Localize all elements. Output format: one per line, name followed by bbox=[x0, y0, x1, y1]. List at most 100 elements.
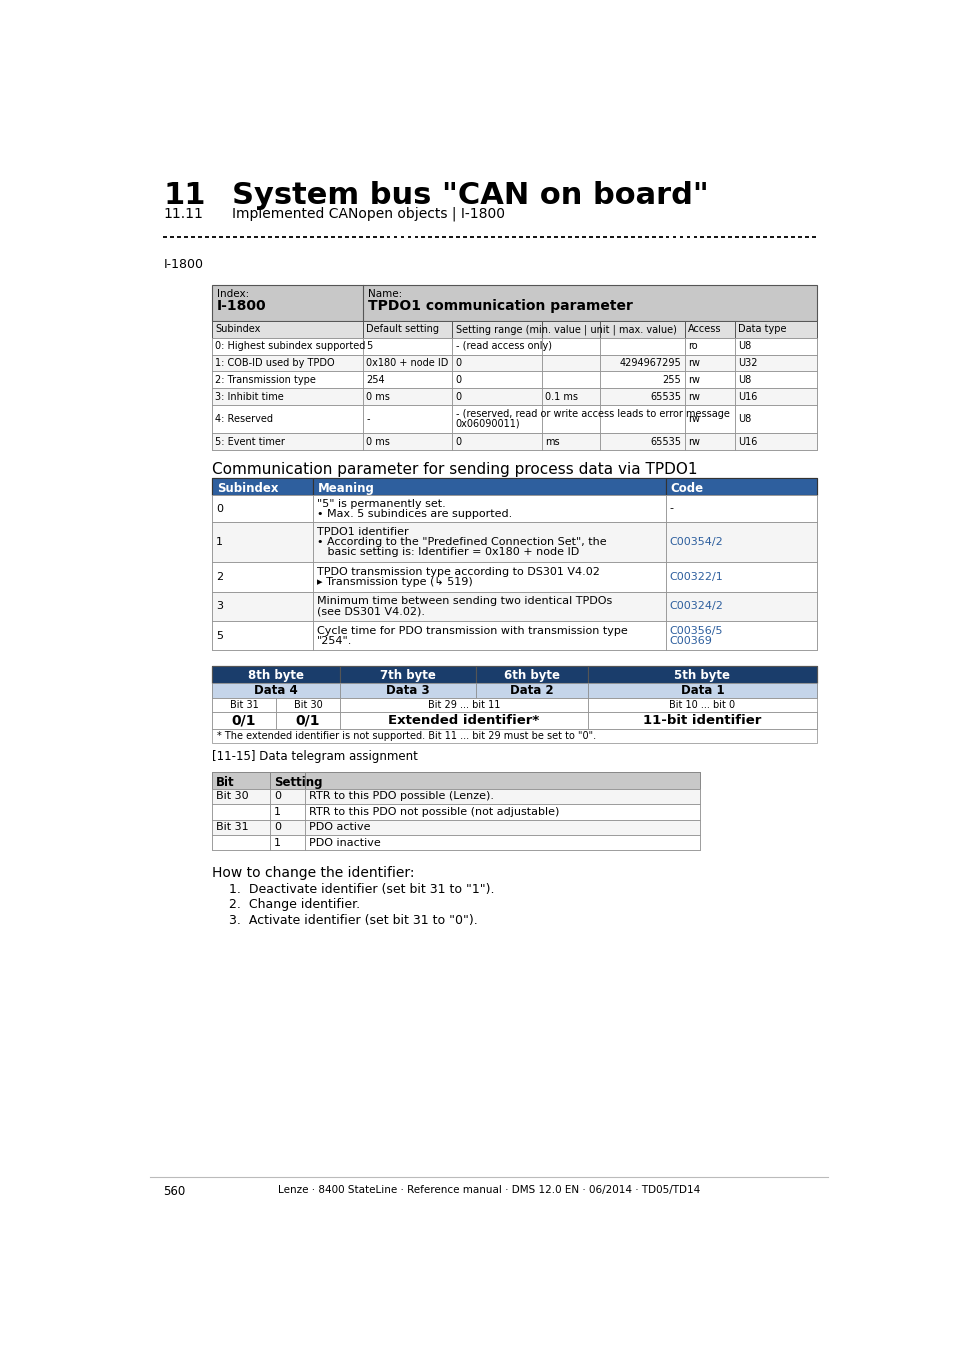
Text: 0: 0 bbox=[274, 791, 281, 802]
Bar bbox=[452, 371, 541, 389]
Text: U8: U8 bbox=[738, 375, 751, 385]
Text: 3.  Activate identifier (set bit 31 to "0").: 3. Activate identifier (set bit 31 to "0… bbox=[229, 914, 477, 926]
Bar bbox=[212, 389, 363, 405]
Bar bbox=[735, 371, 816, 389]
Text: 560: 560 bbox=[163, 1184, 186, 1197]
Bar bbox=[212, 320, 816, 338]
Text: Subindex: Subindex bbox=[215, 324, 260, 335]
Bar bbox=[212, 698, 275, 711]
Bar bbox=[684, 371, 735, 389]
Bar bbox=[212, 371, 816, 389]
Bar bbox=[599, 371, 684, 389]
Bar bbox=[212, 772, 270, 788]
Bar bbox=[684, 320, 735, 338]
Text: 0: 0 bbox=[456, 436, 461, 447]
Bar bbox=[212, 805, 700, 819]
Text: 0: 0 bbox=[456, 375, 461, 385]
Text: RTR to this PDO not possible (not adjustable): RTR to this PDO not possible (not adjust… bbox=[309, 807, 558, 817]
Bar bbox=[452, 320, 541, 338]
Bar bbox=[212, 494, 816, 522]
Text: Setting: Setting bbox=[274, 776, 322, 788]
Text: 11: 11 bbox=[163, 181, 206, 211]
Bar bbox=[363, 355, 452, 371]
Text: 1: 1 bbox=[274, 807, 281, 817]
Text: C00354/2: C00354/2 bbox=[669, 537, 722, 547]
Text: Data 1: Data 1 bbox=[679, 683, 723, 697]
Text: Lenze · 8400 StateLine · Reference manual · DMS 12.0 EN · 06/2014 · TD05/TD14: Lenze · 8400 StateLine · Reference manua… bbox=[277, 1184, 700, 1195]
Text: Index:: Index: bbox=[216, 289, 249, 300]
Text: Code: Code bbox=[670, 482, 702, 494]
Bar bbox=[212, 320, 363, 338]
Text: 0: 0 bbox=[456, 358, 461, 369]
Bar bbox=[313, 478, 665, 494]
Bar bbox=[599, 338, 684, 355]
Bar bbox=[684, 405, 735, 433]
Bar bbox=[212, 772, 700, 788]
Bar bbox=[212, 355, 816, 371]
Bar bbox=[212, 371, 363, 389]
Text: 4294967295: 4294967295 bbox=[618, 358, 680, 369]
Text: Data 4: Data 4 bbox=[254, 683, 297, 697]
Text: 2.  Change identifier.: 2. Change identifier. bbox=[229, 898, 360, 911]
Bar bbox=[363, 405, 452, 433]
Text: Bit 31: Bit 31 bbox=[230, 699, 258, 710]
Text: - (reserved, read or write access leads to error message: - (reserved, read or write access leads … bbox=[456, 409, 729, 418]
Text: basic setting is: Identifier = 0x180 + node ID: basic setting is: Identifier = 0x180 + n… bbox=[316, 547, 578, 558]
Text: 255: 255 bbox=[661, 375, 680, 385]
Text: C00369: C00369 bbox=[669, 636, 712, 645]
Bar bbox=[212, 563, 816, 591]
Text: rw: rw bbox=[687, 436, 700, 447]
Bar bbox=[684, 338, 735, 355]
Bar bbox=[363, 433, 452, 450]
Bar bbox=[340, 711, 587, 729]
Bar bbox=[599, 433, 684, 450]
Text: 0: 0 bbox=[216, 504, 223, 513]
Bar bbox=[541, 405, 599, 433]
Bar bbox=[212, 433, 363, 450]
Bar bbox=[313, 494, 665, 522]
Bar bbox=[587, 698, 816, 711]
Text: System bus "CAN on board": System bus "CAN on board" bbox=[232, 181, 708, 211]
Bar bbox=[363, 338, 452, 355]
Text: 1: COB-ID used by TPDO: 1: COB-ID used by TPDO bbox=[215, 358, 335, 369]
Text: rw: rw bbox=[687, 358, 700, 369]
Text: 0 ms: 0 ms bbox=[366, 436, 390, 447]
Bar bbox=[313, 621, 665, 651]
Text: 6th byte: 6th byte bbox=[503, 670, 559, 683]
Bar bbox=[212, 478, 816, 494]
Bar bbox=[212, 729, 816, 742]
Text: Data type: Data type bbox=[738, 324, 786, 335]
Text: 0/1: 0/1 bbox=[232, 713, 256, 728]
Text: 0: 0 bbox=[456, 392, 461, 402]
Text: U8: U8 bbox=[738, 414, 751, 424]
Bar bbox=[212, 666, 340, 683]
Text: * The extended identifier is not supported. Bit 11 ... bit 29 must be set to "0": * The extended identifier is not support… bbox=[216, 730, 596, 741]
Bar bbox=[541, 389, 599, 405]
Text: -: - bbox=[669, 504, 673, 513]
Text: Cycle time for PDO transmission with transmission type: Cycle time for PDO transmission with tra… bbox=[316, 625, 627, 636]
Bar bbox=[587, 666, 816, 683]
Bar bbox=[212, 788, 700, 805]
Text: Bit 31: Bit 31 bbox=[216, 822, 249, 833]
Bar bbox=[212, 836, 270, 850]
Bar bbox=[735, 405, 816, 433]
Bar bbox=[212, 698, 340, 711]
Bar bbox=[212, 355, 363, 371]
Text: 2: 2 bbox=[216, 572, 223, 582]
Bar bbox=[212, 563, 313, 591]
Bar bbox=[313, 591, 665, 621]
Text: 3: Inhibit time: 3: Inhibit time bbox=[215, 392, 284, 402]
Text: TPDO1 communication parameter: TPDO1 communication parameter bbox=[368, 300, 632, 313]
Text: TPDO1 identifier: TPDO1 identifier bbox=[316, 526, 408, 537]
Bar bbox=[599, 389, 684, 405]
Bar bbox=[476, 683, 587, 698]
Bar bbox=[541, 433, 599, 450]
Bar bbox=[599, 355, 684, 371]
Text: 1: 1 bbox=[274, 838, 281, 848]
Text: (see DS301 V4.02).: (see DS301 V4.02). bbox=[316, 606, 424, 617]
Text: Bit: Bit bbox=[216, 776, 234, 788]
Text: "254".: "254". bbox=[316, 636, 352, 645]
Text: 0x06090011): 0x06090011) bbox=[456, 418, 519, 428]
Text: U16: U16 bbox=[738, 392, 757, 402]
Bar bbox=[212, 683, 340, 698]
